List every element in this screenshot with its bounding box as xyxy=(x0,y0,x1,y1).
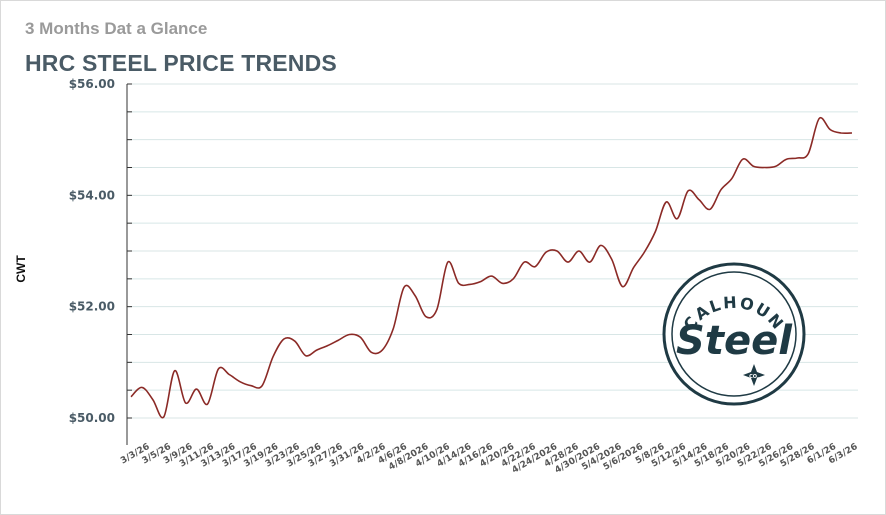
price-series-line xyxy=(130,116,853,419)
calhoun-steel-logo: CALHOUN Steel CO. xyxy=(662,262,806,406)
y-tick-label: $50.00 xyxy=(69,411,115,425)
x-axis: 3/3/263/5/263/9/263/11/263/13/263/17/263… xyxy=(119,442,859,476)
chart-title: HRC STEEL PRICE TRENDS xyxy=(25,50,337,76)
y-tick-label: $54.00 xyxy=(69,188,115,202)
y-tick-label: $52.00 xyxy=(69,300,115,314)
logo-star-icon xyxy=(743,364,765,386)
y-axis: $50.00 $52.00 $54.00 $56.00 xyxy=(69,77,132,445)
chart-subtitle: 3 Months Dat a Glance xyxy=(25,19,208,38)
logo-main-text: Steel xyxy=(676,318,793,364)
y-axis-label: CWT xyxy=(14,255,28,283)
series-group xyxy=(130,116,853,419)
logo-badge-text: CO. xyxy=(749,374,759,380)
y-tick-label: $56.00 xyxy=(69,77,115,91)
